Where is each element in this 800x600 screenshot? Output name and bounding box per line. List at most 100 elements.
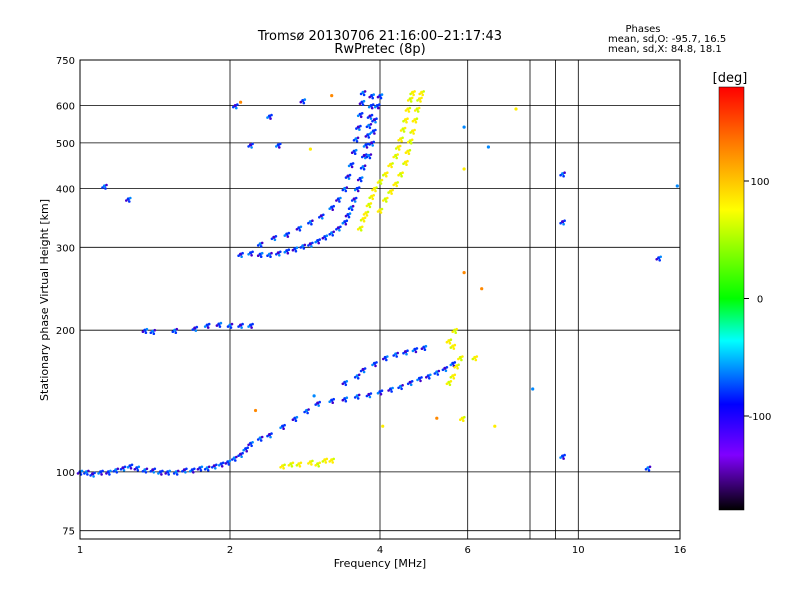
data-point-o bbox=[341, 382, 345, 386]
data-point-o bbox=[168, 469, 171, 473]
data-point-x bbox=[331, 461, 335, 464]
data-point-o bbox=[181, 470, 184, 473]
data-point-o bbox=[294, 249, 298, 253]
data-point-o bbox=[372, 140, 376, 144]
data-point-o bbox=[294, 419, 298, 423]
data-point-o bbox=[141, 330, 145, 334]
data-point-o bbox=[325, 234, 329, 237]
data-point-x bbox=[359, 229, 363, 232]
data-point-o bbox=[360, 176, 364, 179]
data-point-o bbox=[345, 396, 349, 400]
data-point-o bbox=[160, 473, 163, 476]
data-point-x bbox=[386, 171, 389, 174]
data-point-x bbox=[416, 110, 420, 113]
data-point-o bbox=[405, 352, 408, 356]
data-point-o bbox=[397, 386, 400, 390]
data-point-o bbox=[307, 408, 310, 411]
data-point-o bbox=[259, 245, 263, 248]
data-point-o bbox=[299, 100, 303, 104]
data-point-o bbox=[251, 250, 254, 254]
data-point-x bbox=[321, 460, 325, 463]
data-point-o bbox=[380, 93, 384, 96]
data-point-x bbox=[298, 465, 302, 468]
data-point-x bbox=[452, 347, 456, 350]
data-point-o bbox=[386, 355, 389, 358]
data-point-o bbox=[350, 151, 354, 154]
data-point-o bbox=[196, 468, 200, 471]
data-point-stray bbox=[462, 125, 466, 129]
data-point-o bbox=[359, 179, 363, 183]
data-point-o bbox=[374, 364, 377, 368]
data-point-o bbox=[76, 472, 80, 475]
data-point-o bbox=[357, 186, 361, 189]
data-point-o bbox=[357, 393, 361, 397]
data-point-o bbox=[295, 246, 299, 249]
data-point-o bbox=[256, 254, 260, 257]
data-point-o bbox=[420, 376, 423, 379]
data-point-o bbox=[363, 90, 367, 93]
data-point-x bbox=[409, 92, 412, 96]
data-point-o bbox=[194, 329, 198, 332]
data-point-o bbox=[287, 231, 291, 235]
data-point-x bbox=[419, 100, 422, 103]
data-point-o bbox=[445, 366, 449, 369]
data-point-x bbox=[406, 159, 409, 163]
data-point-o bbox=[241, 322, 244, 326]
data-point-o bbox=[368, 95, 372, 99]
data-point-o bbox=[172, 472, 176, 475]
data-point-x bbox=[390, 192, 393, 195]
data-point-x bbox=[328, 460, 332, 463]
data-point-o bbox=[355, 140, 359, 143]
data-point-x bbox=[369, 202, 373, 205]
data-point-o bbox=[379, 392, 383, 396]
data-point-x bbox=[391, 162, 394, 165]
data-point-o bbox=[335, 228, 338, 231]
data-point-o bbox=[356, 114, 360, 118]
data-point-o bbox=[362, 370, 366, 374]
data-point-x bbox=[405, 120, 408, 124]
data-point-x bbox=[413, 109, 417, 112]
data-point-o bbox=[392, 354, 396, 357]
data-point-x bbox=[445, 382, 449, 386]
data-point-o bbox=[279, 250, 282, 254]
data-point-x bbox=[365, 204, 369, 208]
data-point-o bbox=[374, 120, 377, 124]
x-tick-label: 1 bbox=[77, 545, 83, 556]
data-point-x bbox=[318, 461, 322, 465]
data-point-o bbox=[357, 373, 361, 377]
data-point-x bbox=[417, 106, 421, 110]
data-point-o bbox=[101, 469, 104, 473]
data-point-o bbox=[130, 463, 134, 467]
data-point-o bbox=[419, 379, 422, 383]
data-point-o bbox=[251, 441, 254, 444]
data-point-o bbox=[89, 474, 92, 477]
data-point-o bbox=[332, 230, 336, 234]
data-point-o bbox=[411, 349, 415, 353]
data-point-o bbox=[359, 124, 362, 128]
data-point-o bbox=[344, 214, 348, 218]
data-point-o bbox=[195, 325, 199, 329]
data-point-x bbox=[387, 164, 390, 168]
data-point-o bbox=[259, 255, 263, 258]
data-point-o bbox=[370, 106, 374, 110]
data-point-o bbox=[307, 244, 310, 247]
data-point-o bbox=[345, 219, 349, 222]
data-point-x bbox=[376, 210, 380, 213]
data-point-x bbox=[310, 463, 313, 466]
data-point-o bbox=[240, 326, 243, 329]
data-point-o bbox=[453, 361, 457, 364]
phases-o-stats: mean, sd,O: -95.7, 16.5 bbox=[608, 34, 726, 45]
data-point-x bbox=[399, 129, 403, 132]
data-point-o bbox=[436, 373, 440, 376]
data-point-o bbox=[352, 139, 356, 142]
data-point-stray bbox=[486, 145, 490, 149]
data-point-x bbox=[409, 142, 413, 145]
data-point-o bbox=[283, 234, 287, 237]
colorbar-label: [deg] bbox=[713, 71, 748, 86]
data-point-o bbox=[298, 229, 302, 232]
data-point-o bbox=[314, 403, 318, 406]
data-point-o bbox=[347, 177, 351, 180]
data-point-x bbox=[395, 156, 399, 160]
data-point-o bbox=[344, 399, 348, 403]
data-point-o bbox=[369, 117, 373, 120]
